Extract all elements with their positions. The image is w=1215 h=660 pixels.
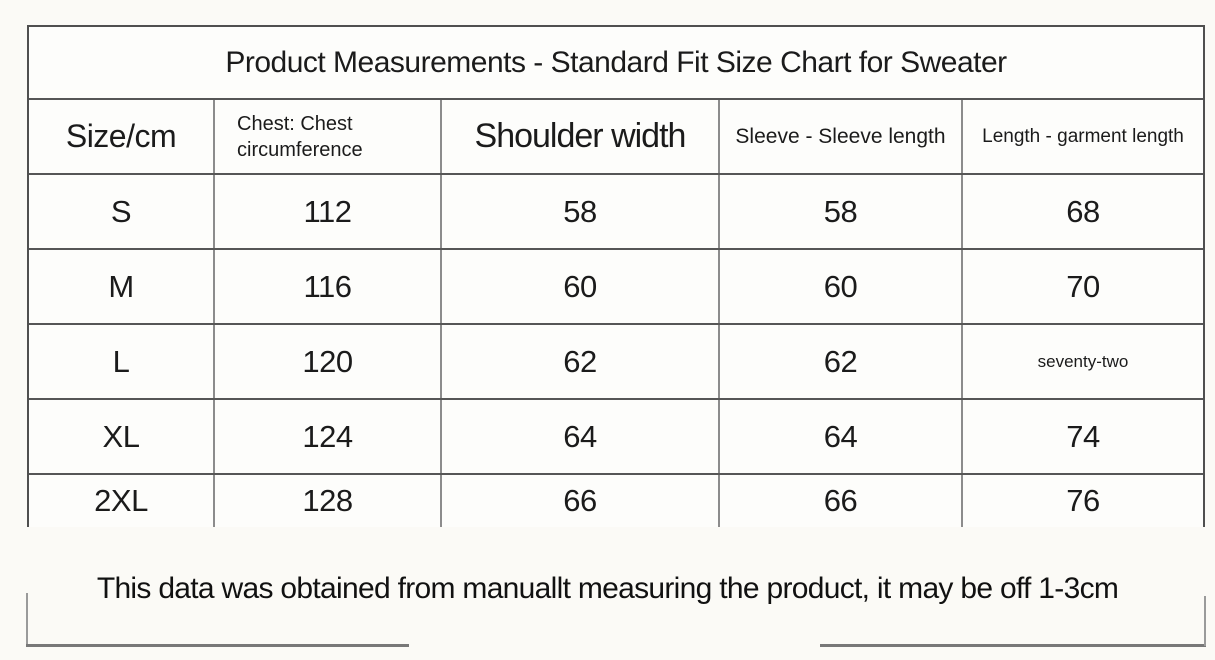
length-value: 76	[961, 475, 1203, 527]
table-title-row: Product Measurements - Standard Fit Size…	[29, 27, 1203, 100]
measurement-disclaimer: This data was obtained from manuallt mea…	[96, 572, 1119, 605]
length-value: seventy-two	[961, 325, 1203, 398]
chest-value: 124	[213, 400, 440, 473]
column-header-sleeve: Sleeve - Sleeve length	[718, 100, 961, 173]
chest-value: 112	[213, 175, 440, 248]
size-label: XL	[29, 400, 213, 473]
size-label: L	[29, 325, 213, 398]
column-header-chest: Chest: Chest circumference	[213, 100, 440, 173]
shoulder-value: 66	[440, 475, 718, 527]
length-value: 70	[961, 250, 1203, 323]
sleeve-value: 64	[718, 400, 961, 473]
table-row-s: S 112 58 58 68	[29, 175, 1203, 250]
table-header-row: Size/cm Chest: Chest circumference Shoul…	[29, 100, 1203, 175]
table-title: Product Measurements - Standard Fit Size…	[29, 27, 1203, 98]
table-row-m: M 116 60 60 70	[29, 250, 1203, 325]
cut-border-left	[26, 593, 28, 646]
cut-border-right	[1204, 596, 1206, 646]
sleeve-value: 62	[718, 325, 961, 398]
length-value: 74	[961, 400, 1203, 473]
sleeve-value: 66	[718, 475, 961, 527]
shoulder-value: 60	[440, 250, 718, 323]
shoulder-value: 58	[440, 175, 718, 248]
table-row-xl: XL 124 64 64 74	[29, 400, 1203, 475]
sleeve-value: 58	[718, 175, 961, 248]
size-label: S	[29, 175, 213, 248]
chest-value: 116	[213, 250, 440, 323]
table-row-l: L 120 62 62 seventy-two	[29, 325, 1203, 400]
column-header-length: Length - garment length	[961, 100, 1203, 173]
shoulder-value: 64	[440, 400, 718, 473]
cut-border-bottom-left	[26, 644, 409, 647]
chest-value: 120	[213, 325, 440, 398]
size-chart-table: Product Measurements - Standard Fit Size…	[27, 25, 1205, 527]
shoulder-value: 62	[440, 325, 718, 398]
cut-border-bottom-right	[820, 644, 1206, 647]
length-value: 68	[961, 175, 1203, 248]
column-header-size: Size/cm	[29, 100, 213, 173]
size-label: 2XL	[29, 475, 213, 527]
table-row-2xl: 2XL 128 66 66 76	[29, 475, 1203, 527]
chest-value: 128	[213, 475, 440, 527]
column-header-shoulder: Shoulder width	[440, 100, 718, 173]
size-label: M	[29, 250, 213, 323]
sleeve-value: 60	[718, 250, 961, 323]
